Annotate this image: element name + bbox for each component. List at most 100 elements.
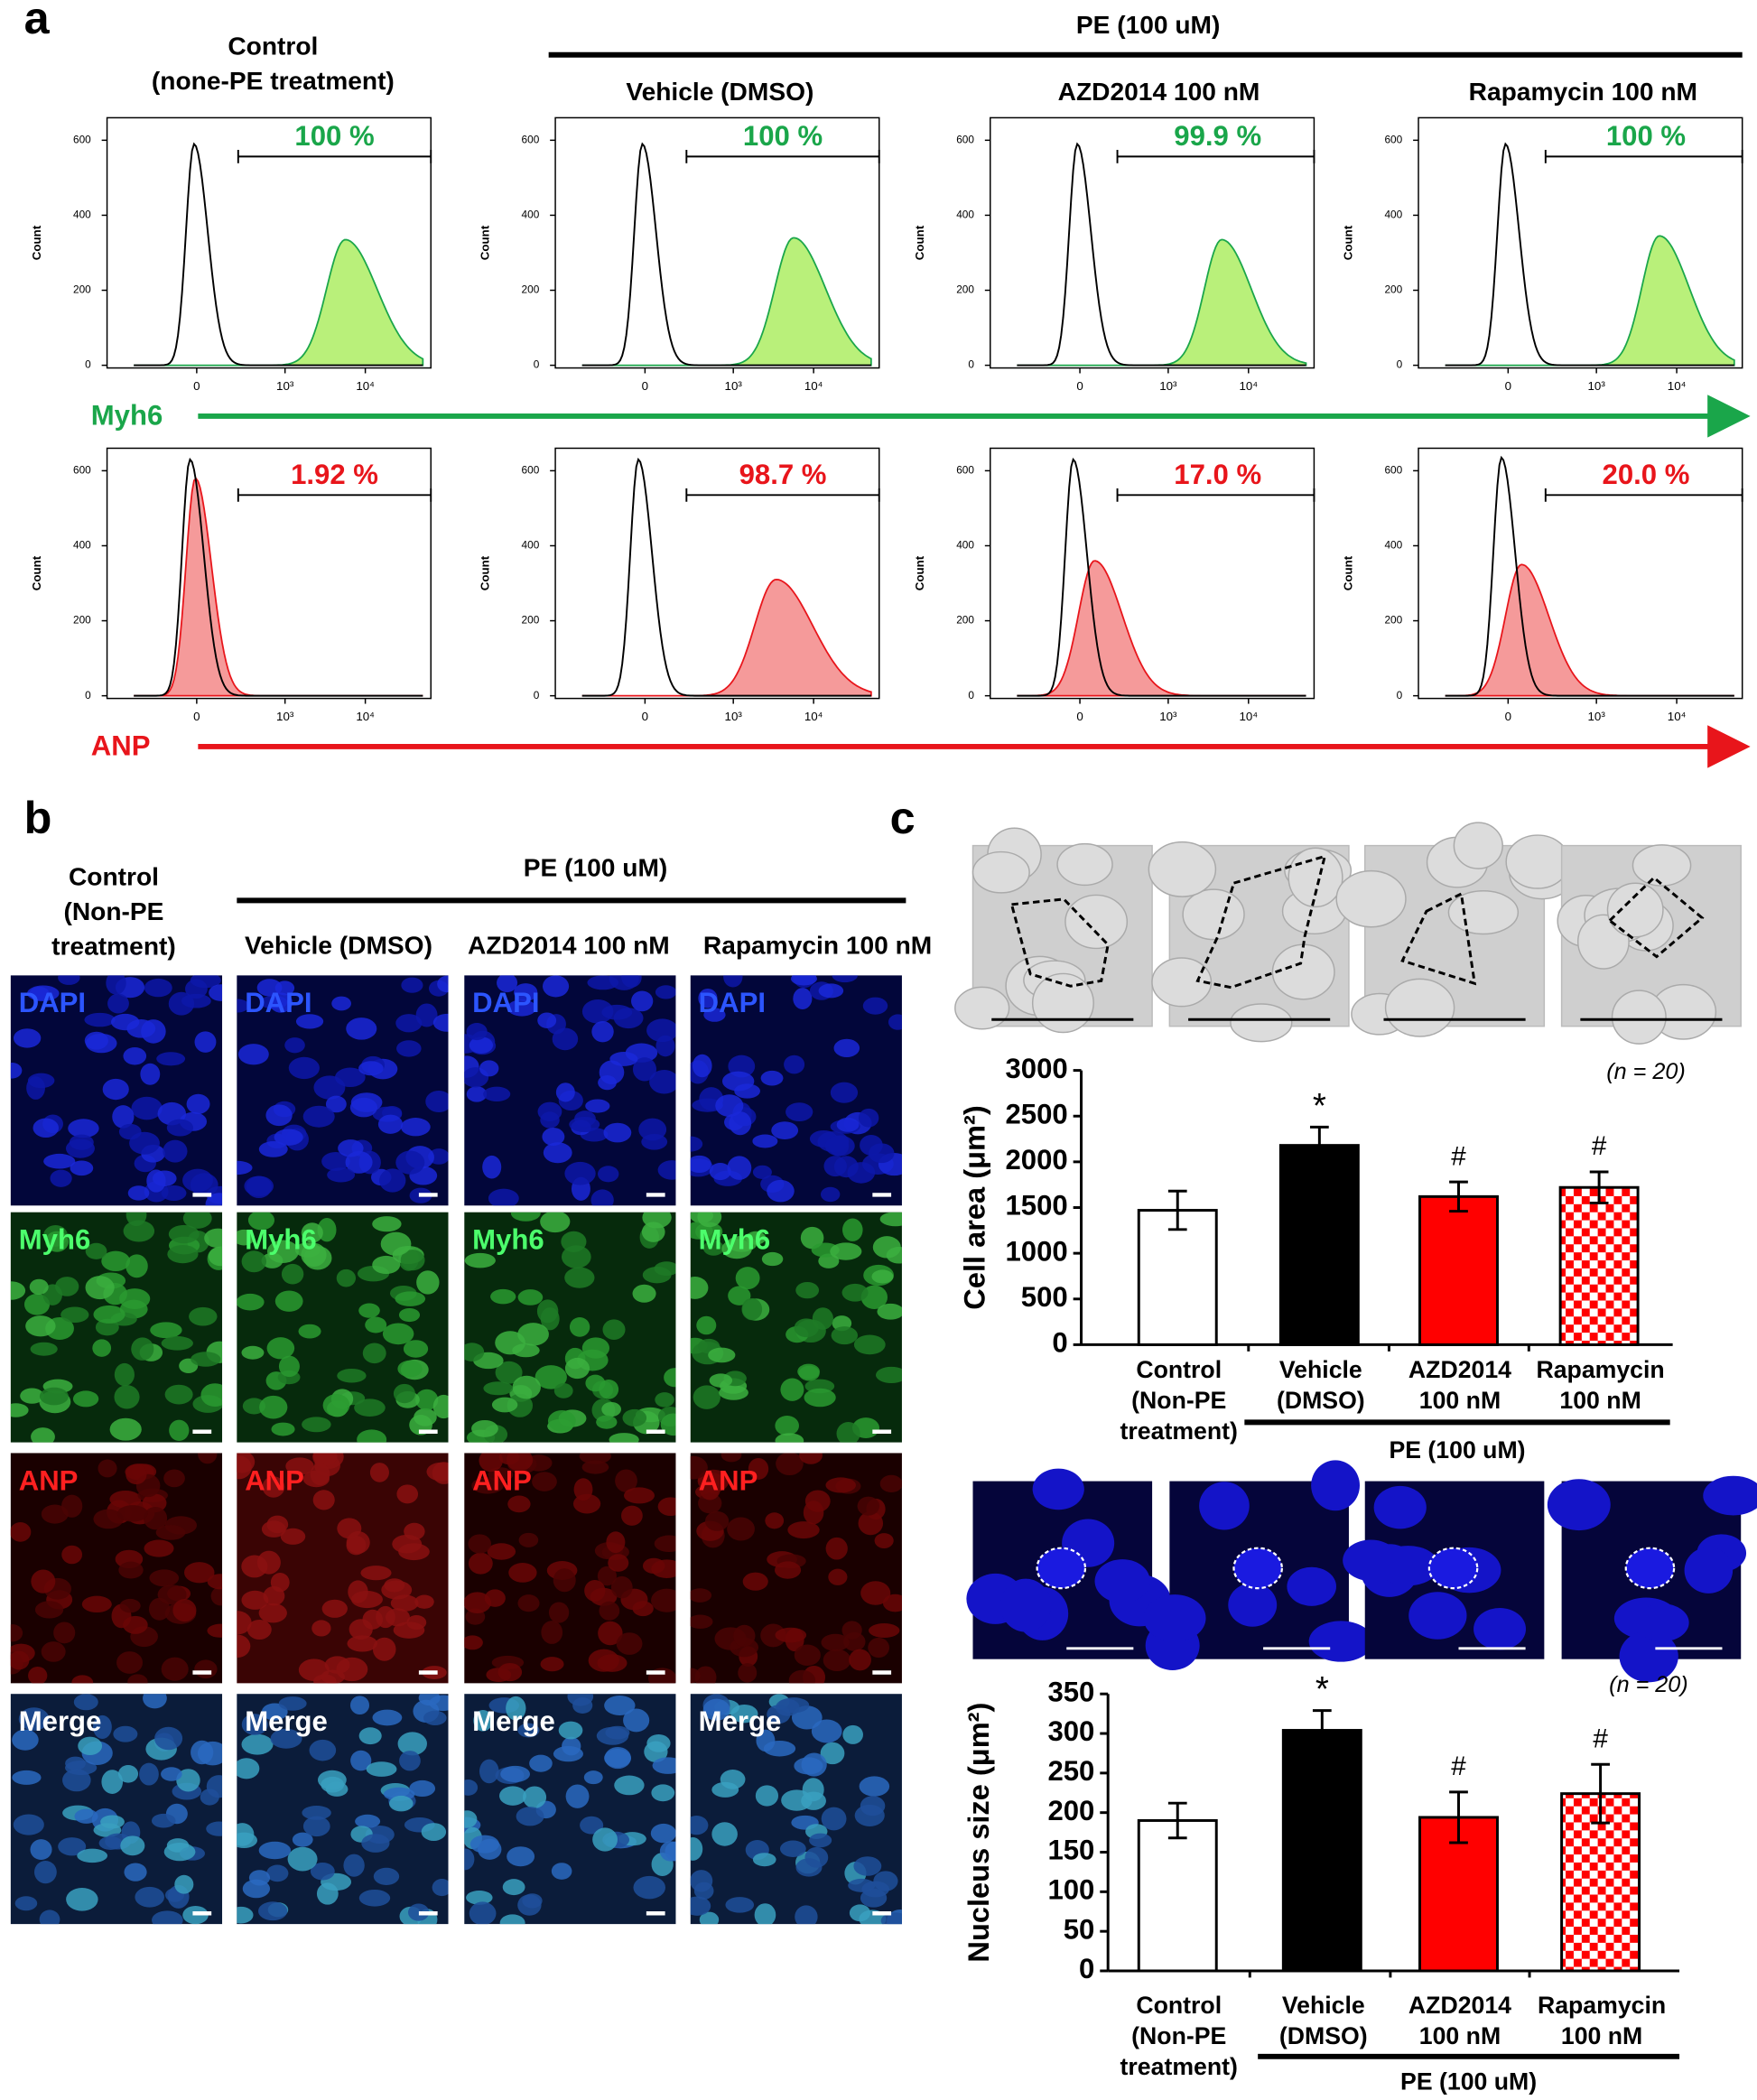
cell <box>738 1663 758 1683</box>
cell <box>760 1070 784 1086</box>
cell <box>53 1621 76 1644</box>
histogram-unstained <box>1445 142 1734 367</box>
histogram-unstained <box>134 457 423 697</box>
cell-outline <box>1607 876 1705 959</box>
cell <box>350 1750 372 1771</box>
cell <box>258 1603 287 1623</box>
cell <box>541 1621 563 1644</box>
cell <box>274 1129 303 1146</box>
marker-label: ANP <box>91 730 151 762</box>
cell <box>169 1419 190 1442</box>
cell <box>172 1599 197 1622</box>
cell <box>331 996 351 1011</box>
cell <box>396 1484 419 1504</box>
cell-outline <box>1195 854 1327 990</box>
cells <box>690 1694 902 1925</box>
micrograph: Myh6 <box>464 1212 676 1443</box>
cell <box>33 1860 57 1884</box>
gate-percent: 98.7 % <box>739 459 827 490</box>
cell <box>176 1769 200 1792</box>
y-tick-label: 0 <box>1397 689 1403 702</box>
cell <box>874 1533 894 1549</box>
cell <box>508 1563 537 1583</box>
bar <box>1558 1185 1640 1346</box>
cell <box>120 1835 145 1856</box>
y-tick-label: 300 <box>1047 1715 1094 1747</box>
cell <box>727 1156 752 1180</box>
y-tick-label: 0 <box>534 358 540 371</box>
cell <box>298 1659 330 1681</box>
cell <box>715 1094 744 1117</box>
y-tick-label: 3000 <box>1005 1053 1067 1084</box>
marker-label: Myh6 <box>91 400 163 432</box>
cell <box>703 1008 726 1022</box>
nucleus <box>1473 1607 1527 1650</box>
cell <box>39 1387 69 1406</box>
cell <box>119 1598 141 1613</box>
micrograph: Merge <box>237 1694 449 1925</box>
cell <box>361 1834 390 1853</box>
cell <box>66 1888 98 1911</box>
cell <box>311 1620 331 1637</box>
cell <box>790 975 817 986</box>
cell <box>735 1267 760 1290</box>
cell <box>569 1317 590 1337</box>
cell <box>690 1136 703 1152</box>
cell <box>507 999 537 1017</box>
cell <box>30 1342 58 1356</box>
micrograph: ANP <box>690 1453 902 1684</box>
y-tick-label: 400 <box>73 539 91 552</box>
cell <box>1288 847 1343 908</box>
panel-label: c <box>890 792 916 843</box>
y-axis-label: Count <box>30 225 43 260</box>
y-axis-label: Count <box>913 555 926 590</box>
cell <box>537 1101 562 1121</box>
cell <box>288 1056 320 1080</box>
cell <box>633 1875 666 1900</box>
cell <box>366 1761 397 1777</box>
cell <box>523 1786 547 1808</box>
cell <box>583 1770 603 1785</box>
cell <box>246 1619 272 1640</box>
cell <box>437 975 449 993</box>
cell <box>1505 834 1570 889</box>
cell <box>382 1323 414 1345</box>
cell <box>795 1905 818 1925</box>
cell <box>869 1143 895 1164</box>
cell <box>564 1161 596 1185</box>
cell <box>604 1696 636 1716</box>
cell <box>74 1808 98 1824</box>
cell <box>971 850 1030 894</box>
column-header: Rapamycin 100 nM <box>1469 78 1697 106</box>
channel-label: ANP <box>245 1464 304 1496</box>
cell <box>81 1595 112 1613</box>
cell <box>278 1696 307 1711</box>
cell <box>830 1082 859 1103</box>
cell <box>358 1303 380 1318</box>
nucleus <box>1032 1468 1084 1510</box>
cell <box>237 1160 253 1175</box>
channel-label: Merge <box>245 1705 328 1737</box>
cell <box>548 1602 570 1623</box>
channel-label: Myh6 <box>19 1224 91 1256</box>
x-tick-label: 10³ <box>1159 710 1177 723</box>
cell <box>1632 844 1692 887</box>
cell <box>312 1490 335 1510</box>
x-tick-label: 0 <box>1076 379 1083 393</box>
cell <box>287 1846 318 1872</box>
cell <box>1148 841 1217 897</box>
cell <box>69 1134 94 1150</box>
y-tick-label: 200 <box>1384 614 1402 627</box>
y-tick-label: 0 <box>1079 1953 1094 1984</box>
cell <box>161 1335 193 1351</box>
cell <box>25 1315 56 1337</box>
histogram-unstained <box>581 142 871 367</box>
cell <box>711 1781 739 1798</box>
column-header: AZD2014 100 nM <box>1058 78 1260 106</box>
cell <box>302 1805 331 1820</box>
cell <box>310 1862 335 1881</box>
y-tick-label: 200 <box>956 283 974 296</box>
cell <box>372 1637 396 1661</box>
cell <box>144 1506 168 1530</box>
cell <box>93 1823 122 1837</box>
